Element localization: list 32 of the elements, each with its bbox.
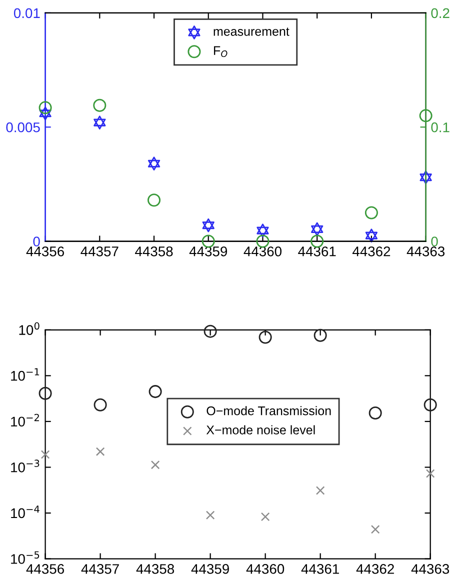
x-tick-label: 44359	[189, 246, 228, 256]
legend-label: X−mode noise level	[206, 425, 315, 434]
x-tick-label: 44356	[26, 246, 64, 256]
y-tick-label: 10$^{−1}$	[11, 368, 40, 381]
y-tick-label: 10$^{−5}$	[11, 551, 40, 564]
y-tick-label: 10$^{−2}$	[11, 414, 39, 427]
y-tick-label: 10$^{−3}$	[11, 460, 40, 472]
x-tick-label: 44359	[191, 564, 229, 574]
y2-tick-label: 0.1	[431, 122, 450, 132]
legend-label: measurement	[214, 28, 290, 36]
x-tick-label: 44362	[356, 564, 394, 574]
y2-tick-label: 0.2	[431, 8, 450, 18]
x-tick-label: 44360	[246, 564, 284, 574]
y-tick-label: 0.01	[14, 8, 40, 18]
x-tick-label: 44358	[136, 564, 174, 574]
y2-tick-label: 0	[431, 236, 438, 246]
y-tick-label: 0.005	[6, 122, 40, 132]
x-tick-label: 44358	[135, 246, 173, 256]
x-tick-label: 44357	[81, 564, 119, 574]
x-tick-label: 44361	[298, 246, 336, 256]
x-tick-label: 44362	[352, 246, 390, 256]
x-tick-label: 44361	[301, 564, 339, 574]
legend-label: F$_{O}$	[214, 46, 228, 58]
x-tick-label: 44356	[26, 564, 64, 574]
y-tick-label: 10$^{−4}$	[11, 506, 40, 518]
legend-label: O−mode Transmission	[206, 406, 331, 416]
y-tick-label: 0	[33, 236, 40, 246]
x-tick-label: 44363	[411, 564, 450, 574]
x-tick-label: 44360	[244, 246, 282, 256]
x-tick-label: 44357	[80, 246, 118, 256]
x-tick-label: 44363	[406, 246, 445, 256]
y-tick-label: 10$^{0}$	[19, 322, 40, 335]
